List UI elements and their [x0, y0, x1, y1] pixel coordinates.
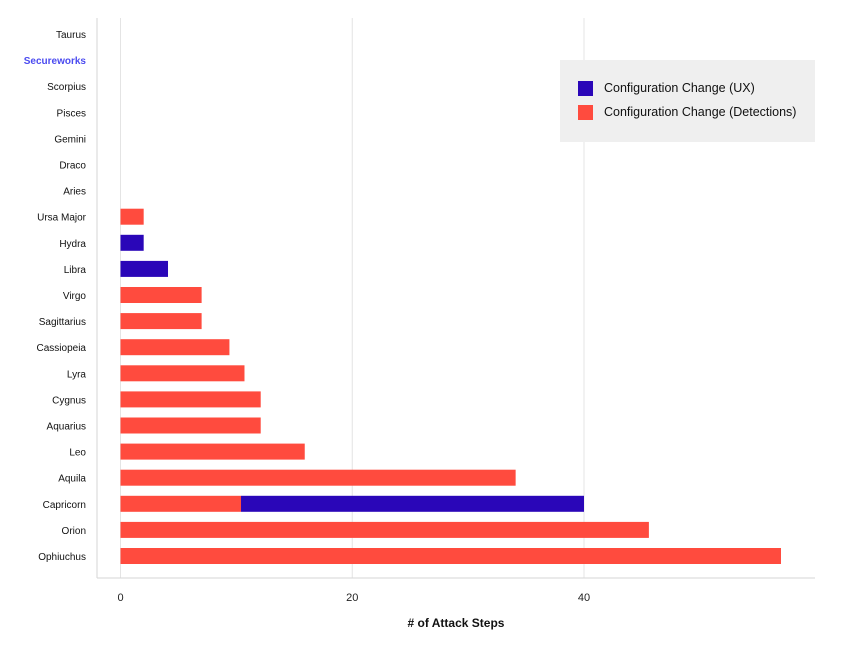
- bar-sagittarius-detections: [120, 313, 202, 330]
- category-label: Leo: [69, 448, 86, 459]
- legend-swatch-detections: [578, 104, 593, 120]
- bar-virgo-detections: [120, 287, 202, 303]
- bar-ophiuchus-detections: [120, 548, 781, 564]
- legend-label-ux: Configuration Change (UX): [604, 81, 755, 95]
- category-label: Cassiopeia: [37, 343, 87, 354]
- bars: [120, 208, 781, 564]
- x-tick-label: 20: [346, 592, 358, 604]
- bar-hydra-ux: [120, 234, 144, 251]
- category-label: Draco: [59, 161, 86, 172]
- category-label: Sagittarius: [39, 317, 86, 328]
- bar-leo-detections: [120, 443, 305, 460]
- category-label: Scorpius: [47, 82, 86, 93]
- category-labels: Taurus Secureworks Scorpius Pisces Gemini Dra…: [24, 30, 87, 563]
- legend-item-detections: Configuration Change (Detections): [578, 102, 796, 122]
- bar-aquila-detections: [120, 469, 516, 486]
- legend-label-detections: Configuration Change (Detections): [604, 105, 797, 119]
- category-label: Aquarius: [47, 422, 86, 433]
- category-label: Ophiuchus: [38, 552, 86, 563]
- bar-cassiopeia-detections: [120, 339, 230, 356]
- category-label: Aquila: [58, 474, 86, 485]
- bar-capricorn-ux: [241, 495, 584, 512]
- category-label: Ursa Major: [37, 213, 87, 224]
- bar-orion-detections: [120, 521, 649, 538]
- axes: [96, 18, 815, 579]
- x-tick-label: 0: [117, 592, 123, 604]
- category-label: Lyra: [67, 369, 87, 380]
- category-label: Aries: [63, 187, 86, 198]
- category-label: Secureworks: [24, 56, 87, 67]
- x-tick-labels: 0 20 40: [117, 592, 590, 604]
- x-tick-label: 40: [578, 592, 590, 604]
- legend-item-ux: Configuration Change (UX): [578, 78, 755, 98]
- bar-ursa-major-detections: [120, 208, 144, 225]
- bar-aquarius-detections: [120, 417, 261, 434]
- category-label: Hydra: [59, 239, 86, 250]
- category-label: Gemini: [54, 134, 86, 145]
- category-label: Taurus: [56, 30, 86, 41]
- category-label: Orion: [62, 526, 86, 537]
- bar-capricorn-detections: [120, 495, 242, 512]
- bar-lyra-detections: [120, 365, 245, 382]
- category-label: Virgo: [63, 291, 87, 302]
- bar-cygnus-detections: [120, 391, 261, 408]
- legend-swatch-ux: [578, 80, 593, 96]
- bar-libra-ux: [120, 260, 169, 277]
- category-label: Pisces: [57, 108, 86, 119]
- legend: Configuration Change (UX) Configuration …: [560, 60, 815, 142]
- category-label: Cygnus: [52, 395, 86, 406]
- category-label: Capricorn: [43, 500, 86, 511]
- x-axis-title: # of Attack Steps: [407, 616, 505, 630]
- category-label: Libra: [64, 265, 87, 276]
